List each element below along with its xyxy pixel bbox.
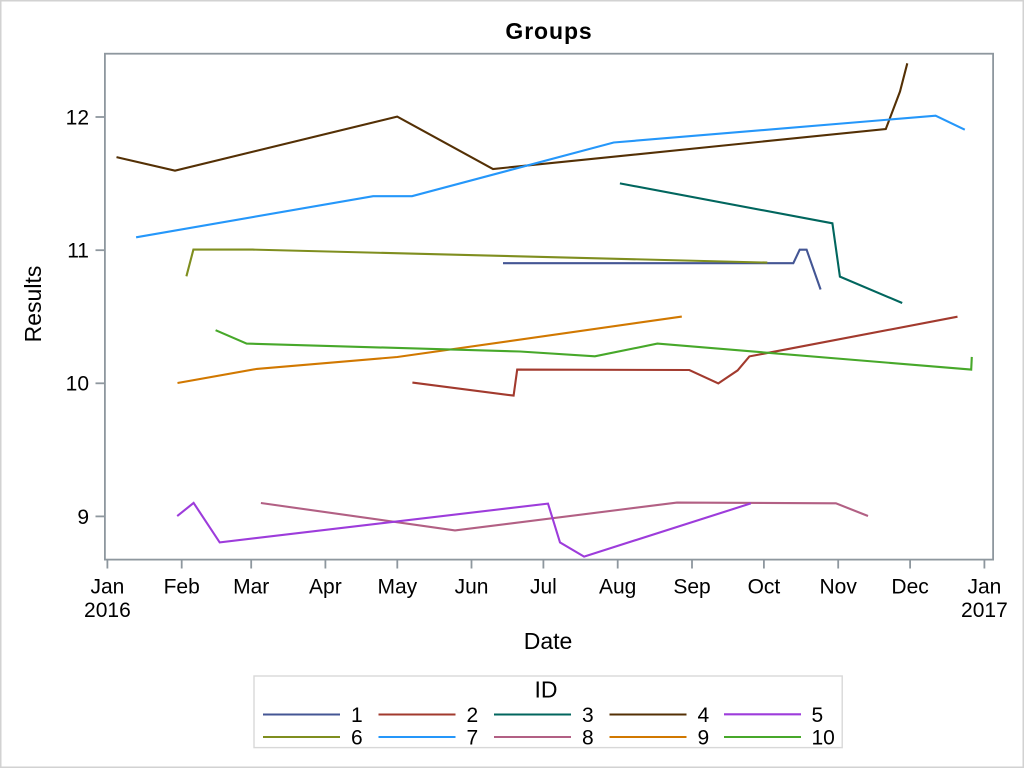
svg-text:2017: 2017	[961, 599, 1008, 622]
svg-text:9: 9	[698, 726, 710, 749]
svg-text:6: 6	[351, 726, 363, 749]
svg-text:Jun: Jun	[455, 576, 489, 599]
svg-text:Dec: Dec	[891, 576, 928, 599]
svg-text:Apr: Apr	[309, 576, 342, 599]
svg-text:7: 7	[467, 726, 479, 749]
svg-text:11: 11	[67, 240, 89, 263]
svg-text:ID: ID	[535, 677, 558, 703]
svg-text:Jan: Jan	[967, 576, 1001, 599]
svg-text:Jul: Jul	[530, 576, 557, 599]
svg-text:10: 10	[66, 373, 89, 396]
svg-text:Oct: Oct	[748, 576, 781, 599]
svg-text:Jan: Jan	[90, 576, 124, 599]
svg-text:12: 12	[66, 106, 89, 129]
svg-text:Groups: Groups	[505, 18, 592, 44]
svg-text:Date: Date	[524, 628, 573, 654]
svg-text:1: 1	[351, 704, 363, 727]
svg-text:3: 3	[582, 704, 594, 727]
svg-text:Aug: Aug	[599, 576, 636, 599]
svg-text:Feb: Feb	[164, 576, 200, 599]
svg-text:5: 5	[812, 704, 824, 727]
svg-text:Results: Results	[20, 266, 46, 343]
svg-text:Mar: Mar	[233, 576, 269, 599]
svg-text:Nov: Nov	[820, 576, 858, 599]
svg-text:May: May	[377, 576, 417, 599]
svg-text:8: 8	[582, 726, 594, 749]
svg-text:4: 4	[698, 704, 710, 727]
svg-text:9: 9	[77, 506, 89, 529]
svg-text:10: 10	[812, 726, 835, 749]
svg-text:2: 2	[467, 704, 479, 727]
svg-text:2016: 2016	[84, 599, 131, 622]
svg-text:Sep: Sep	[673, 576, 710, 599]
